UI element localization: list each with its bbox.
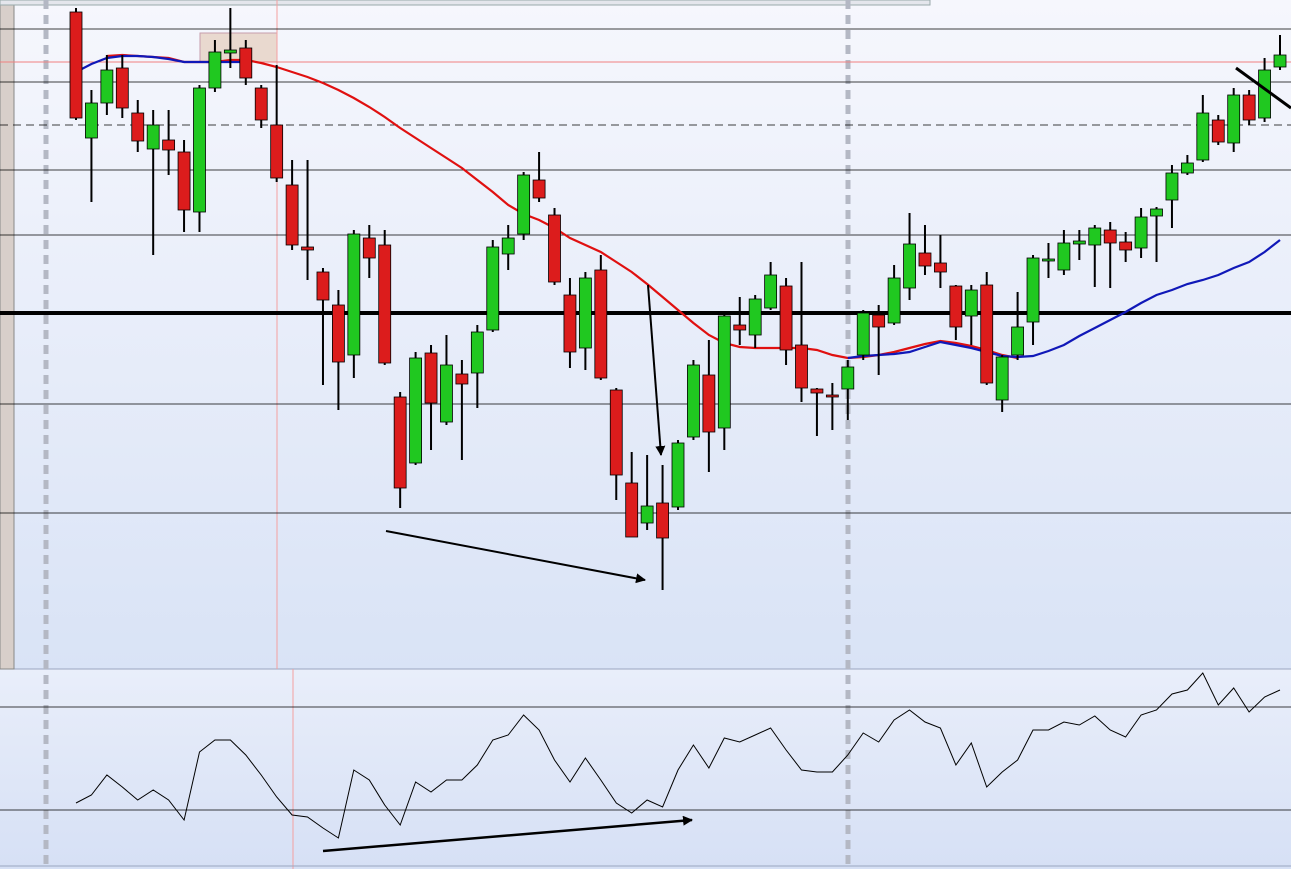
annotation-arrow [385, 530, 646, 584]
main-panel [0, 0, 1291, 669]
candle-body [455, 373, 469, 385]
candle-body [301, 246, 314, 251]
candle-body [717, 315, 731, 429]
candle-body [131, 112, 145, 142]
candle-body [100, 69, 114, 104]
candle-body [1258, 69, 1271, 119]
oscillator-line [75, 672, 1281, 839]
candle-body [424, 352, 438, 404]
candle-body [208, 51, 222, 89]
candle-body [995, 356, 1009, 401]
candle-body [1180, 162, 1194, 174]
candle-body [1042, 258, 1055, 262]
candle-body [887, 277, 901, 324]
candle-body [362, 237, 376, 259]
candle-body [146, 124, 160, 150]
candle-body [903, 243, 916, 289]
candle-body [1057, 242, 1071, 271]
candle-body [69, 11, 83, 119]
candle-body [1026, 257, 1040, 323]
candle-body [501, 237, 515, 255]
candle-body [85, 102, 98, 139]
candle-body [347, 233, 361, 356]
candle-body [1134, 216, 1148, 249]
candle-body [517, 174, 531, 235]
candle-body [1227, 94, 1241, 144]
candle-body [949, 285, 963, 328]
candle-body [594, 269, 608, 379]
candle-body [378, 244, 392, 364]
candle-body [1119, 241, 1133, 251]
candle-body [918, 252, 932, 267]
candle-body [825, 394, 839, 398]
candle-body [470, 331, 484, 374]
candle-body [1273, 54, 1287, 68]
candle-body [810, 388, 824, 394]
candle-body [671, 442, 685, 508]
candle-body [1242, 94, 1256, 121]
candle-body [934, 262, 947, 273]
candle-body [1165, 172, 1179, 201]
candle-body [332, 304, 345, 363]
candle-body [841, 366, 855, 390]
candle-body [193, 87, 206, 213]
candle-body [795, 344, 808, 389]
candle-body [640, 505, 654, 524]
candle-body [162, 139, 176, 151]
candle-body [1211, 119, 1225, 143]
candle-body [578, 277, 592, 349]
candle-body [748, 298, 762, 336]
candle-body [285, 184, 299, 246]
candle-body [486, 246, 500, 331]
candle-body [625, 482, 639, 538]
candle-body [1196, 112, 1210, 161]
annotation-line [1235, 66, 1291, 110]
annotation-arrow [647, 284, 666, 456]
candle-body [177, 151, 191, 211]
candle-body [964, 289, 978, 317]
annotation-arrow [322, 815, 693, 853]
candle-body [609, 389, 623, 476]
candle-body [1150, 208, 1163, 217]
candle-body [872, 314, 886, 328]
candle-body [687, 364, 700, 438]
candle-body [409, 357, 422, 464]
candle-body [563, 294, 577, 353]
candle-body [1011, 326, 1024, 356]
candle-body [980, 284, 994, 384]
candle-body [764, 274, 778, 309]
candle-body [254, 87, 268, 121]
candle-body [856, 312, 870, 356]
candle-body [316, 271, 330, 301]
candle-body [440, 364, 453, 423]
top-tabs [0, 0, 931, 6]
candle-body [270, 124, 284, 179]
candle-body [115, 67, 129, 109]
candle-body [702, 374, 716, 433]
candle-body [1103, 229, 1117, 244]
candle-body [223, 49, 237, 54]
oscillator-panel [0, 669, 1291, 869]
candle-body [656, 502, 669, 539]
candle-body [779, 285, 793, 351]
candle-body [548, 214, 561, 283]
candle-body [1088, 227, 1102, 246]
candle-body [393, 396, 407, 489]
candle-body [532, 179, 546, 199]
candle-body [239, 47, 253, 79]
left-strip [0, 0, 15, 670]
candle-body [1072, 240, 1086, 245]
candle-body [733, 324, 747, 331]
